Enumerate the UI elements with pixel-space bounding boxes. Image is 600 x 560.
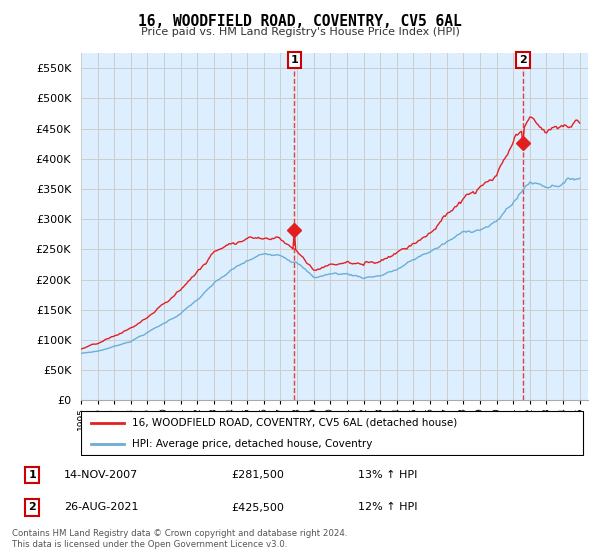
Text: 2: 2 [519, 55, 527, 65]
Text: 1: 1 [290, 55, 298, 65]
Text: HPI: Average price, detached house, Coventry: HPI: Average price, detached house, Cove… [132, 439, 372, 449]
Text: 13% ↑ HPI: 13% ↑ HPI [358, 470, 417, 480]
Text: Price paid vs. HM Land Registry's House Price Index (HPI): Price paid vs. HM Land Registry's House … [140, 27, 460, 37]
Text: 16, WOODFIELD ROAD, COVENTRY, CV5 6AL: 16, WOODFIELD ROAD, COVENTRY, CV5 6AL [138, 14, 462, 29]
Text: £281,500: £281,500 [231, 470, 284, 480]
Text: Contains HM Land Registry data © Crown copyright and database right 2024.
This d: Contains HM Land Registry data © Crown c… [12, 529, 347, 549]
Text: 26-AUG-2021: 26-AUG-2021 [64, 502, 139, 512]
Text: 16, WOODFIELD ROAD, COVENTRY, CV5 6AL (detached house): 16, WOODFIELD ROAD, COVENTRY, CV5 6AL (d… [132, 418, 457, 428]
FancyBboxPatch shape [81, 412, 583, 455]
Text: 1: 1 [28, 470, 36, 480]
Text: 12% ↑ HPI: 12% ↑ HPI [358, 502, 417, 512]
Text: 2: 2 [28, 502, 36, 512]
Text: 14-NOV-2007: 14-NOV-2007 [64, 470, 138, 480]
Text: £425,500: £425,500 [231, 502, 284, 512]
